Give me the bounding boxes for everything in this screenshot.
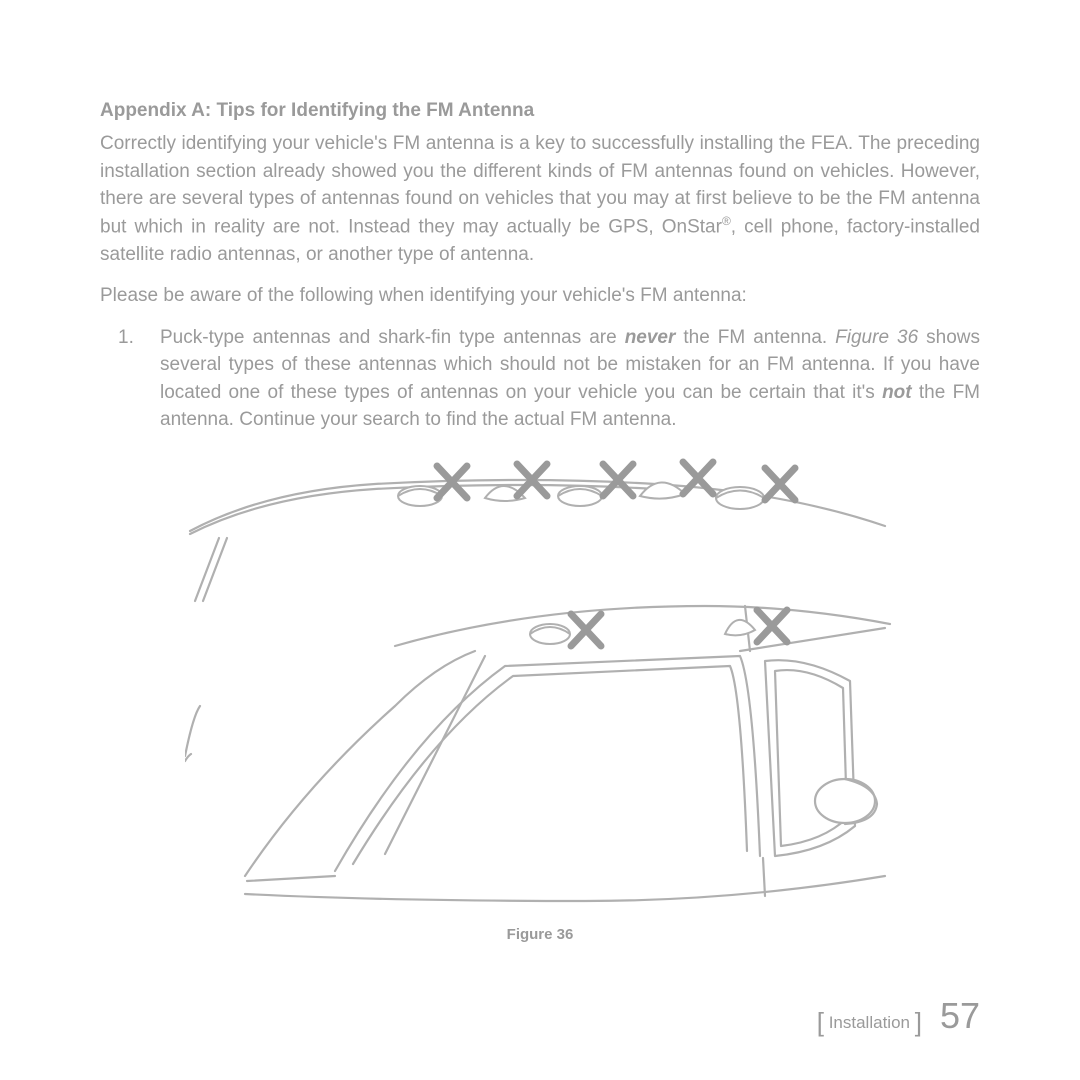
- bracket-close: ]: [915, 1007, 922, 1037]
- bracket-open: [: [817, 1007, 824, 1037]
- list-item: 1. Puck-type antennas and shark-fin type…: [134, 324, 980, 434]
- figure-caption: Figure 36: [185, 926, 895, 943]
- emphasis-not: not: [882, 382, 912, 403]
- figure-wrap: Figure 36: [185, 456, 895, 943]
- page-number: 57: [940, 995, 980, 1037]
- figure-ref: Figure 36: [835, 327, 918, 348]
- appendix-heading: Appendix A: Tips for Identifying the FM …: [100, 100, 980, 122]
- footer-label-text: Installation: [829, 1013, 910, 1032]
- vehicle-diagram: [185, 456, 895, 916]
- list-text-b: the FM antenna.: [675, 327, 835, 348]
- numbered-list: 1. Puck-type antennas and shark-fin type…: [100, 324, 980, 434]
- emphasis-never: never: [625, 327, 676, 348]
- paragraph-2: Please be aware of the following when id…: [100, 282, 980, 310]
- list-number: 1.: [118, 324, 134, 352]
- registered-mark: ®: [722, 214, 731, 228]
- list-text-a: Puck-type antennas and shark-fin type an…: [160, 327, 625, 348]
- page-footer: [ Installation ] 57: [817, 995, 980, 1038]
- footer-section-label: [ Installation ]: [817, 1007, 922, 1038]
- paragraph-1: Correctly identifying your vehicle's FM …: [100, 130, 980, 268]
